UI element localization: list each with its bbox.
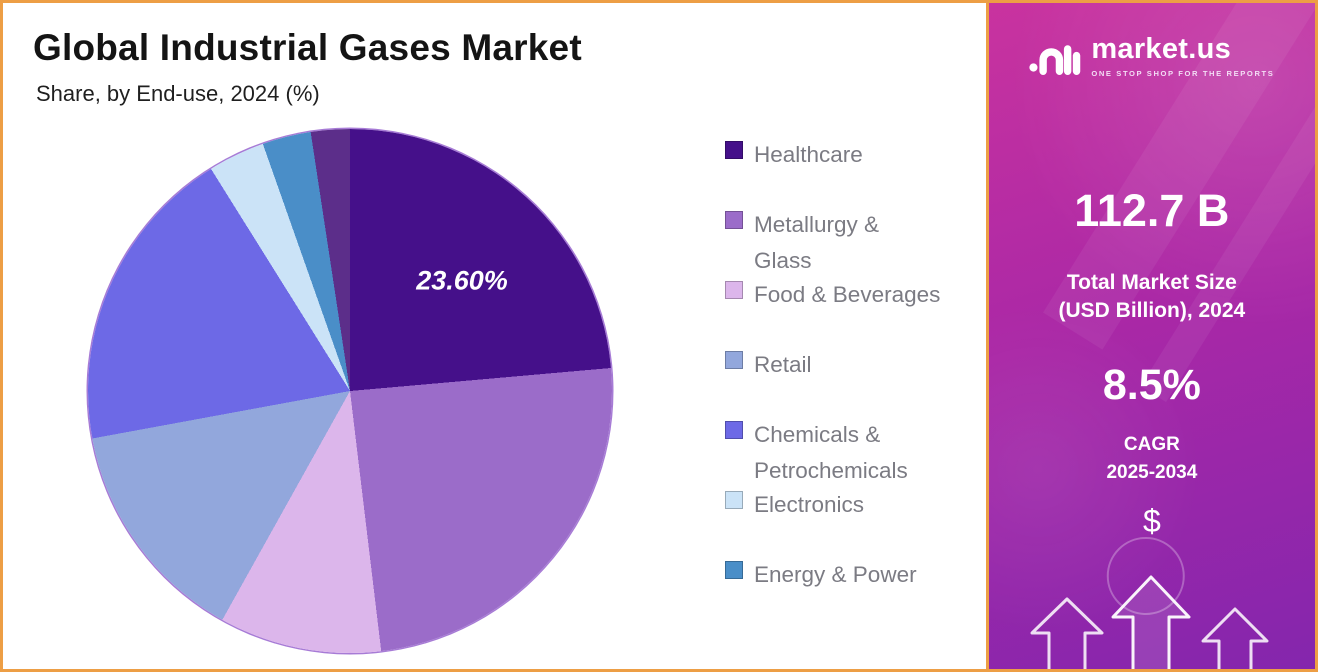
chart-area: Global Industrial Gases Market Share, by… bbox=[3, 3, 986, 669]
pie-slice-label: 23.60% bbox=[416, 265, 508, 296]
legend-item: Retail bbox=[725, 347, 983, 417]
legend-swatch bbox=[725, 141, 743, 159]
logo-brand: market.us bbox=[1091, 33, 1232, 65]
cagr-label-line2: 2025-2034 bbox=[1106, 461, 1198, 483]
logo-text: market.us ONE STOP SHOP FOR THE REPORTS bbox=[1091, 33, 1274, 78]
logo-tagline: ONE STOP SHOP FOR THE REPORTS bbox=[1091, 69, 1275, 78]
legend-swatch bbox=[725, 281, 743, 299]
legend-item: Chemicals & Petrochemicals bbox=[725, 417, 983, 487]
market-us-logo-icon bbox=[1029, 45, 1081, 75]
chart-subtitle: Share, by End-use, 2024 (%) bbox=[36, 81, 320, 106]
market-size-value: 112.7 B bbox=[1074, 185, 1230, 236]
legend-item: Energy & Power bbox=[725, 557, 983, 627]
legend-swatch bbox=[725, 491, 743, 509]
legend-item: Electronics bbox=[725, 487, 983, 557]
legend-label: Chemicals & Petrochemicals bbox=[754, 422, 908, 483]
market-size-label: Total Market Size (USD Billion), 2024 bbox=[989, 269, 1315, 326]
chart-title: Global Industrial Gases Market bbox=[33, 27, 582, 68]
legend-item: Food & Beverages bbox=[725, 277, 983, 347]
legend-label: Energy & Power bbox=[754, 562, 917, 587]
market-us-logo: market.us ONE STOP SHOP FOR THE REPORTS bbox=[989, 33, 1315, 78]
cagr-value: 8.5% bbox=[1102, 361, 1201, 409]
legend-swatch bbox=[725, 561, 743, 579]
chart-legend: Healthcare Metallurgy & Glass Food & Bever… bbox=[725, 137, 983, 627]
legend-label: Food & Beverages bbox=[754, 282, 941, 307]
legend-swatch bbox=[725, 421, 743, 439]
cagr-label-line1: CAGR bbox=[1123, 434, 1180, 455]
pie-chart bbox=[88, 129, 612, 653]
legend-swatch bbox=[725, 211, 743, 229]
dollar-sign: $ bbox=[1142, 503, 1161, 539]
market-size-label-line2: (USD Billion), 2024 bbox=[1058, 299, 1246, 323]
sidebar: market.us ONE STOP SHOP FOR THE REPORTS … bbox=[985, 3, 1315, 669]
legend-label: Electronics bbox=[754, 492, 865, 517]
legend-label: Retail bbox=[754, 352, 812, 377]
legend-swatch bbox=[725, 351, 743, 369]
cagr-label: CAGR 2025-2034 bbox=[989, 431, 1315, 486]
pie-chart-wrap: 23.60% bbox=[88, 129, 612, 653]
legend-item: Healthcare bbox=[725, 137, 983, 207]
legend-label: Healthcare bbox=[754, 142, 863, 167]
legend-label: Metallurgy & Glass bbox=[754, 212, 880, 273]
legend-item: Metallurgy & Glass bbox=[725, 207, 983, 277]
circle-decoration bbox=[1106, 537, 1185, 615]
market-size-label-line1: Total Market Size bbox=[1066, 271, 1237, 294]
dollar-decoration: $ bbox=[989, 503, 1315, 615]
